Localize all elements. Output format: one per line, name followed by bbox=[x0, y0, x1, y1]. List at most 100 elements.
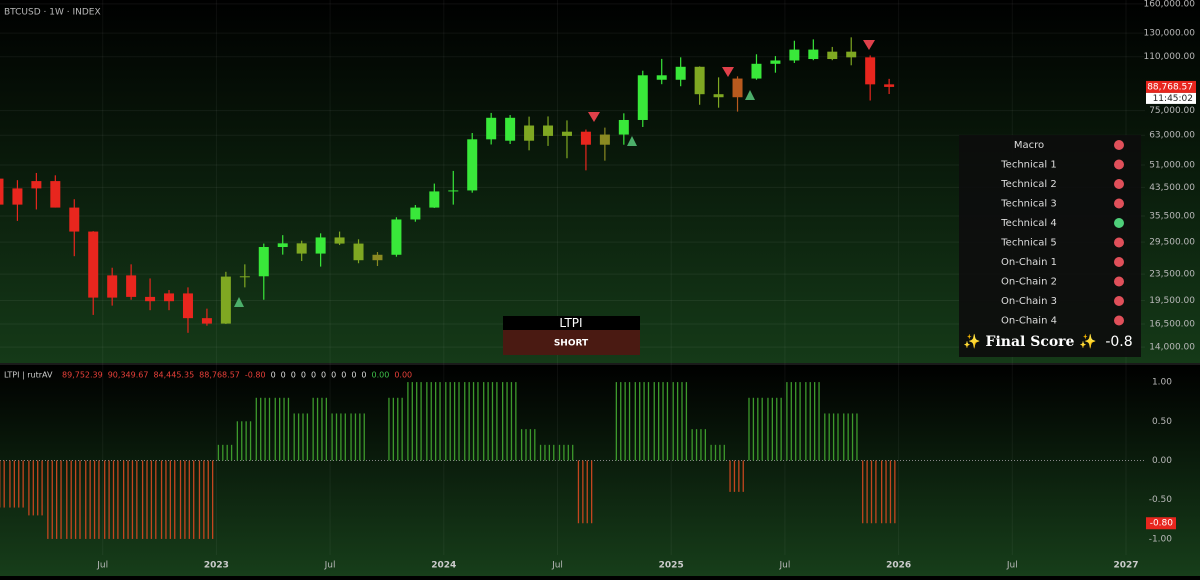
candle-body bbox=[486, 117, 497, 140]
candle-body bbox=[126, 275, 137, 297]
candle-body bbox=[561, 131, 572, 136]
candle-body bbox=[239, 276, 250, 278]
panel-row-label: On-Chain 1 bbox=[1001, 257, 1057, 268]
status-dot bbox=[1114, 198, 1124, 209]
buy-signal bbox=[745, 90, 755, 100]
y-tick-label: 0.50 bbox=[1152, 417, 1172, 427]
histogram-bar bbox=[653, 382, 669, 461]
histogram-bar bbox=[255, 397, 271, 461]
histogram-bar bbox=[407, 382, 422, 461]
status-dot bbox=[1114, 140, 1124, 150]
signal-title-box bbox=[503, 316, 640, 330]
candle-body bbox=[410, 207, 421, 220]
candle-body bbox=[827, 51, 838, 60]
candle-body bbox=[694, 66, 705, 95]
status-dot bbox=[1114, 159, 1124, 170]
y-tick-label: 0.00 bbox=[1152, 456, 1172, 466]
candle-body bbox=[580, 131, 591, 145]
candle-body bbox=[846, 51, 857, 58]
indicator-value: 0 bbox=[341, 371, 346, 380]
histogram-bar bbox=[445, 382, 460, 461]
indicator-value: -0.80 bbox=[245, 371, 266, 380]
candle-body bbox=[505, 117, 516, 141]
histogram-bar bbox=[312, 397, 328, 461]
histogram-bar bbox=[293, 413, 309, 461]
panel-row-label: Macro bbox=[1014, 140, 1044, 151]
indicator-value: 88,768.57 bbox=[199, 371, 240, 380]
score-label-box bbox=[1146, 517, 1176, 530]
indicator-value: 0 bbox=[271, 371, 276, 380]
indicator-title: LTPI | rutrAV bbox=[4, 371, 53, 380]
candle-body bbox=[675, 66, 686, 80]
sell-signal bbox=[588, 112, 600, 122]
histogram-bar bbox=[47, 460, 62, 539]
candle-body bbox=[353, 243, 364, 261]
candle-body bbox=[315, 237, 326, 254]
candle-body bbox=[145, 296, 156, 302]
candle-body bbox=[543, 125, 554, 136]
y-tick-label: 51,000.00 bbox=[1149, 161, 1195, 171]
histogram-bar bbox=[501, 382, 517, 461]
histogram-bar bbox=[691, 429, 706, 461]
final-score-label: ✨ Final Score ✨ bbox=[963, 333, 1097, 350]
panel-row-label: On-Chain 3 bbox=[1001, 296, 1057, 307]
y-tick-label: 43,500.00 bbox=[1149, 183, 1195, 193]
candle-body bbox=[884, 84, 895, 87]
score-label: -0.80 bbox=[1150, 519, 1174, 529]
histogram-bar bbox=[843, 413, 858, 461]
candle-body bbox=[391, 219, 402, 255]
histogram-bar bbox=[862, 460, 877, 524]
y-tick-label: -0.50 bbox=[1149, 495, 1173, 505]
y-tick-label: 14,000.00 bbox=[1149, 343, 1195, 353]
y-tick-label: 19,500.00 bbox=[1149, 296, 1195, 306]
indicator-value: 0 bbox=[301, 371, 306, 380]
candle-body bbox=[618, 119, 629, 135]
indicator-value: 0 bbox=[361, 371, 366, 380]
panel-row-label: On-Chain 4 bbox=[1001, 316, 1057, 327]
candle-body bbox=[107, 275, 118, 298]
candle-body bbox=[258, 246, 269, 277]
buy-signal bbox=[234, 297, 244, 307]
indicator-value: 89,752.39 bbox=[62, 371, 103, 380]
candle-body bbox=[372, 254, 383, 261]
price-label: 88,768.57 bbox=[1147, 82, 1193, 92]
final-score-value: -0.8 bbox=[1105, 334, 1132, 350]
histogram-bar bbox=[672, 382, 688, 461]
status-dot bbox=[1114, 276, 1124, 287]
indicator-value: 0 bbox=[351, 371, 356, 380]
status-dot bbox=[1114, 218, 1124, 228]
x-tick-label: 2027 bbox=[1113, 561, 1138, 571]
chart-title: BTCUSD · 1W · INDEX bbox=[4, 8, 101, 18]
histogram-bar bbox=[615, 382, 631, 461]
histogram-bar bbox=[539, 444, 555, 461]
x-tick-label: Jul bbox=[324, 561, 336, 571]
histogram-bar bbox=[729, 460, 744, 492]
y-tick-label: 1.00 bbox=[1152, 378, 1172, 388]
panel-row-label: Technical 2 bbox=[1000, 179, 1056, 190]
histogram-bar bbox=[0, 460, 5, 508]
x-tick-label: Jul bbox=[778, 561, 790, 571]
histogram-bar bbox=[634, 382, 650, 461]
indicator-value: 0 bbox=[281, 371, 286, 380]
histogram-bar bbox=[141, 460, 157, 539]
score-panel bbox=[959, 135, 1141, 357]
histogram-bar bbox=[748, 397, 763, 461]
candle-body bbox=[334, 237, 345, 244]
x-tick-label: 2024 bbox=[431, 561, 456, 571]
buy-signal bbox=[627, 136, 637, 146]
histogram-bar bbox=[767, 397, 782, 461]
status-dot bbox=[1114, 315, 1124, 326]
histogram-bar bbox=[85, 460, 100, 539]
panel-row-label: Technical 3 bbox=[1000, 199, 1056, 210]
status-dot bbox=[1114, 257, 1124, 267]
histogram-bar bbox=[426, 382, 441, 461]
candle-body bbox=[182, 293, 193, 319]
indicator-value: 90,349.67 bbox=[108, 371, 149, 380]
status-dot bbox=[1114, 179, 1124, 189]
indicator-value: 0 bbox=[331, 371, 336, 380]
candle-body bbox=[50, 181, 61, 208]
candle-body bbox=[0, 178, 4, 205]
candle-body bbox=[789, 49, 800, 61]
histogram-bar bbox=[198, 460, 214, 539]
